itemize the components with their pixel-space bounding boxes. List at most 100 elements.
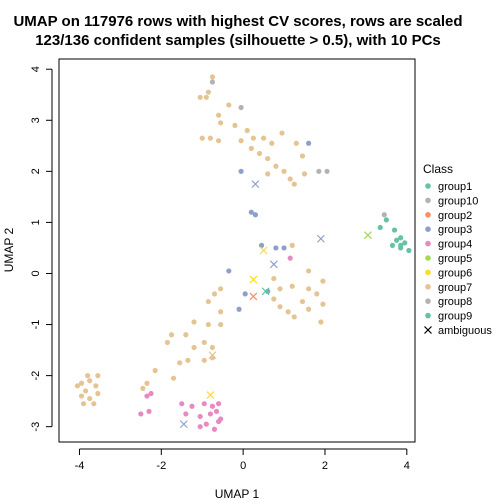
y-tick-label: 4 [30,66,42,72]
data-point-group4 [213,408,220,414]
data-point-group3 [306,140,312,146]
data-point-group7 [215,138,222,144]
data-point-group7 [218,286,224,292]
x-tick-label: 4 [404,460,410,472]
legend-item-group5: group5 [425,253,472,265]
legend-label: group9 [438,311,472,323]
data-point-group7 [95,373,101,379]
data-point-group3 [258,242,265,248]
data-point-cross-stroke [206,391,215,399]
legend-item-group3: group3 [425,224,472,236]
data-point-group4 [215,401,222,407]
legend-swatch [425,312,431,319]
y-tick-label: 0 [30,270,42,276]
data-point-group7 [226,102,232,108]
x-tick-label: 0 [240,460,246,472]
data-point-group7 [207,135,214,141]
data-point-group7 [299,153,306,159]
y-tick-label: -2 [30,371,42,381]
x-tick-label: -2 [156,460,166,472]
data-point-group7 [301,171,308,177]
data-point-group7 [289,242,295,248]
data-point-cross-stroke [316,234,325,243]
data-point-group4 [201,401,207,407]
data-point-group7 [80,401,87,407]
data-point-group7 [293,140,299,146]
data-point-cross-stroke [249,292,258,301]
data-point-group4 [197,413,203,420]
data-point-group4 [138,411,144,417]
data-point-group7 [215,112,222,118]
data-point-group7 [209,344,216,351]
chart-title-line-1: UMAP on 117976 rows with highest CV scor… [13,13,462,30]
data-point-group8 [381,212,387,218]
data-point-ambiguous [208,351,217,360]
legend-item-group7: group7 [425,282,472,294]
y-axis: -3 -2 -1 0 1 2 3 4 [30,66,53,432]
data-point-group7 [78,380,85,386]
legend-swatch [425,255,431,261]
data-point-cross-stroke [259,246,268,255]
x-axis: -4 -2 0 2 4 [75,448,410,472]
data-point-group7 [205,321,211,328]
data-point-cross-stroke [261,287,270,296]
data-point-group7 [265,171,271,177]
data-point-ambiguous [261,287,270,296]
data-point-group7 [260,135,267,141]
legend-label: group4 [438,239,472,251]
data-point-group7 [164,339,171,346]
legend-swatch [425,183,431,189]
data-point-group7 [152,367,158,374]
data-point-group7 [238,138,244,144]
data-point-ambiguous [206,391,215,399]
data-point-group7 [287,176,293,182]
data-point-group3 [238,168,244,174]
data-point-group7 [277,304,283,310]
legend-label: group6 [438,267,472,279]
data-point-group3 [273,245,279,251]
legend-swatch [425,284,431,290]
data-point-group7 [218,120,224,126]
data-point-group3 [252,212,259,218]
legend-swatch [425,212,431,218]
data-point-group7 [265,155,271,162]
data-point-group4 [148,390,154,397]
data-point-group7 [218,321,224,328]
data-point-group4 [218,416,224,422]
data-point-group4 [207,411,214,417]
data-point-group4 [189,403,195,409]
data-point-group4 [197,424,203,430]
data-point-group7 [87,378,93,384]
legend-title: Class [423,162,453,176]
data-point-group7 [218,309,224,315]
data-point-group7 [191,319,197,325]
legend-item-group4: group4 [425,239,472,251]
legend-swatch [425,298,431,305]
data-point-group1 [389,242,396,248]
data-point-group7 [244,127,250,134]
legend-item-group8: group8 [425,296,472,308]
data-point-cross-stroke [269,260,278,269]
y-tick-label: 1 [30,219,42,225]
data-point-group7 [271,275,277,282]
data-point-group7 [87,395,93,402]
data-point-group7 [318,319,324,325]
data-point-group9 [398,242,404,248]
data-point-group7 [91,401,97,407]
data-point-group7 [170,375,177,381]
data-point-ambiguous [259,246,268,255]
data-point-group7 [279,130,285,136]
legend-swatch [425,226,431,232]
data-point-group7 [78,393,85,399]
data-point-group10 [209,79,216,85]
data-point-group7 [82,388,89,394]
legend-items: group1 group10 group2 group3 group4 group5 gro… [424,181,492,337]
data-point-ambiguous [364,231,372,240]
legend-label: group5 [438,253,472,265]
data-point-group7 [248,145,254,151]
data-point-group7 [168,332,175,338]
legend-swatch [425,197,431,204]
data-point-group4 [146,408,152,414]
data-point-group7 [74,383,81,389]
